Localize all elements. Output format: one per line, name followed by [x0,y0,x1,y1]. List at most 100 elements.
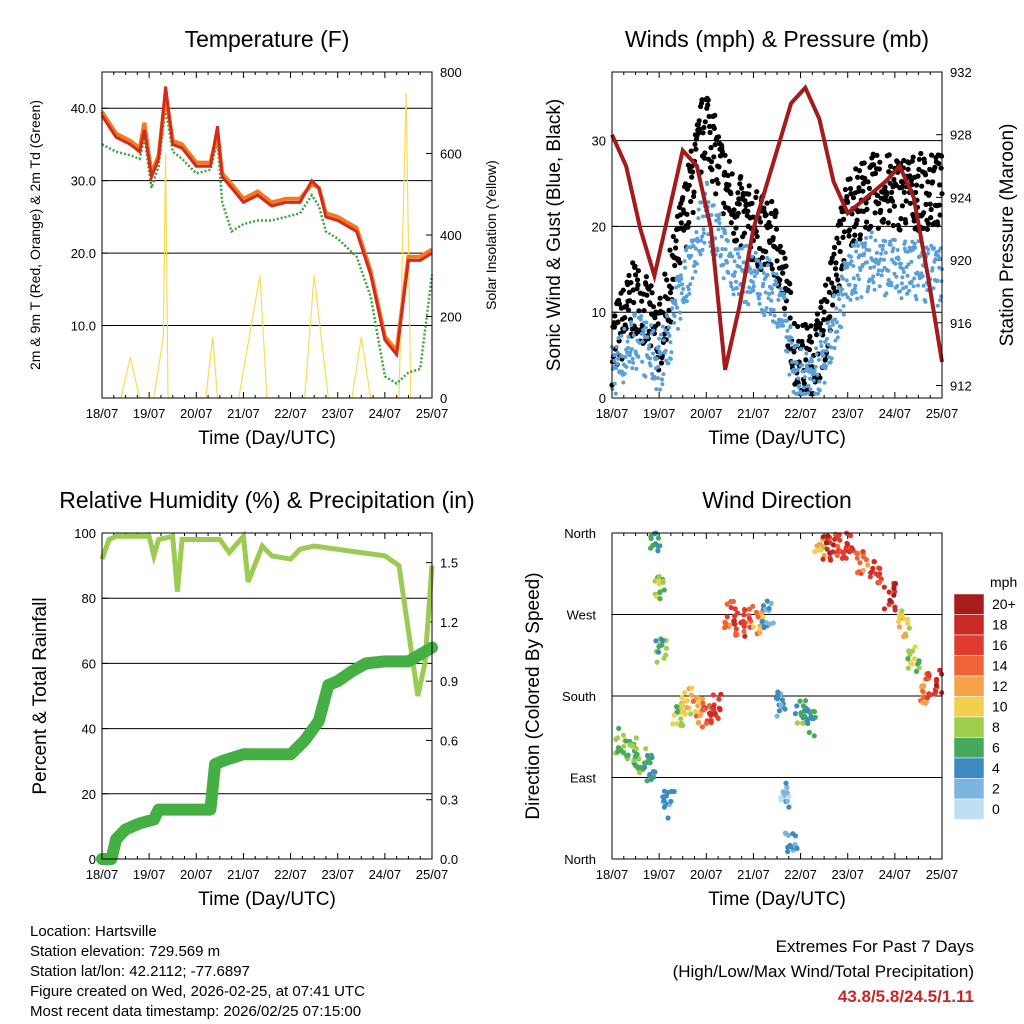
extremes-subtitle: (High/Low/Max Wind/Total Precipitation) [672,962,974,981]
direction-point [766,605,772,611]
wind-point [869,230,874,235]
gust-point [625,307,632,313]
legend-swatch [953,675,985,697]
direction-point [926,672,932,679]
gust-point [774,258,780,264]
wind-point [868,265,873,270]
gust-point [696,118,702,124]
gust-point [688,198,694,205]
gust-point [766,219,772,226]
wind-point [627,359,632,364]
wind-point [660,382,665,387]
wind-point [692,264,696,268]
wind-point [657,336,662,341]
direction-point [665,789,671,796]
wind-point [805,365,810,370]
wind-point [627,353,632,358]
direction-point [742,633,748,639]
direction-point [650,542,656,549]
gust-point [937,182,943,188]
wind-point [822,380,827,385]
wind-point [670,306,675,311]
direction-point [648,776,654,783]
direction-ytick-label: North [564,526,596,541]
gust-point [922,159,928,166]
wind-point [853,290,858,295]
wind-point [700,234,704,239]
gust-point [929,152,935,158]
gust-point [736,201,742,207]
gust-point [731,207,737,213]
direction-point [678,716,684,722]
wind-point [711,203,716,208]
direction-point [750,624,757,630]
gust-point [716,164,722,170]
direction-point [909,661,915,667]
direction-point [891,585,897,592]
direction-point [927,692,933,698]
gust-point [782,255,788,261]
wind-point [616,356,621,361]
wind-point [864,236,869,240]
gust-point [868,223,874,229]
wind-point [814,352,819,357]
wind-point [918,254,923,258]
wind-point [619,333,624,338]
gust-point [824,298,830,305]
direction-border [611,532,943,860]
gust-point [831,244,838,250]
wind-point [656,364,661,369]
legend-label: 8 [992,719,1000,735]
wind-point [763,309,768,314]
gust-point [884,192,890,198]
gust-point [700,130,706,136]
direction-xtick-label: 23/07 [831,867,864,882]
wind-point [834,306,839,311]
wind-point [705,182,710,187]
legend-label: 6 [992,740,1000,756]
wind-point [672,320,677,325]
direction-point [887,597,893,603]
gust-point [668,319,674,325]
gust-point [763,249,769,255]
wind-point [633,312,638,317]
gust-point [886,152,892,158]
gust-point [848,191,854,197]
wind-point [675,305,680,310]
winds-xtick-label: 25/07 [926,406,959,421]
gust-point [807,333,813,340]
wind-point [651,328,656,333]
wind-point [665,314,670,319]
direction-point [785,849,791,855]
direction-point [681,711,688,717]
direction-point [785,844,791,850]
humidity-xtick-label: 23/07 [321,867,354,882]
direction-point [913,668,920,675]
wind-point [700,247,705,252]
legend-swatch [953,798,985,820]
gust-point [733,225,739,231]
wind-point [849,259,854,264]
gust-point [829,255,835,261]
legend-swatch [953,614,985,636]
gust-point [633,272,639,278]
wind-point [762,313,767,318]
wind-point [763,290,768,295]
direction-point [897,613,903,619]
wind-point [784,318,789,323]
direction-point [716,696,722,702]
direction-point [648,752,654,758]
direction-point [682,699,688,705]
wind-point [759,265,764,270]
wind-point [623,354,628,359]
direction-xtick-label: 25/07 [926,867,959,882]
gust-point [667,290,674,296]
gust-point [648,283,654,289]
wind-point [733,270,737,275]
wind-point [643,374,648,379]
wind-point [640,339,645,344]
wind-point [788,324,793,328]
wind-point [878,243,883,248]
wind-point [856,243,861,248]
wind-point [888,242,893,247]
